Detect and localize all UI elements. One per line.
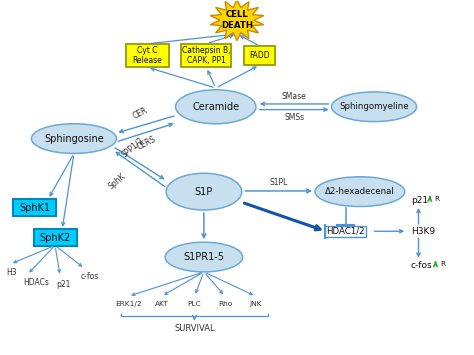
Text: Δ2-hexadecenal: Δ2-hexadecenal <box>325 187 395 196</box>
Text: SURVIVAL: SURVIVAL <box>174 324 215 333</box>
Text: CELL
DEATH: CELL DEATH <box>221 10 253 30</box>
Text: SPP1/2: SPP1/2 <box>119 135 145 159</box>
Ellipse shape <box>165 242 243 272</box>
Text: ERK1/2: ERK1/2 <box>115 301 142 307</box>
Text: H3K9: H3K9 <box>411 227 435 236</box>
FancyBboxPatch shape <box>244 46 275 65</box>
FancyBboxPatch shape <box>13 199 56 217</box>
Polygon shape <box>210 0 264 41</box>
Text: FADD: FADD <box>249 51 270 60</box>
Text: SMSs: SMSs <box>284 113 304 122</box>
Ellipse shape <box>315 177 405 207</box>
Text: SMase: SMase <box>282 92 307 101</box>
Ellipse shape <box>166 173 242 210</box>
Text: HDACs: HDACs <box>23 278 49 287</box>
Text: Cathepsin B,
CAPK, PP1: Cathepsin B, CAPK, PP1 <box>182 46 230 65</box>
Text: H3: H3 <box>6 268 17 277</box>
Text: c-fos: c-fos <box>411 261 433 271</box>
Text: p21: p21 <box>56 280 71 289</box>
Text: AKT: AKT <box>155 301 168 307</box>
Text: SphK: SphK <box>107 172 128 191</box>
FancyBboxPatch shape <box>181 44 231 67</box>
Text: S1PR1-5: S1PR1-5 <box>183 252 224 262</box>
Text: Cyt C
Release: Cyt C Release <box>132 46 162 65</box>
Text: c-fos: c-fos <box>81 272 99 281</box>
Ellipse shape <box>331 92 417 122</box>
Ellipse shape <box>31 124 117 153</box>
Text: PLC: PLC <box>188 301 201 307</box>
Ellipse shape <box>175 90 256 124</box>
Text: S1PL: S1PL <box>269 179 288 187</box>
Text: SphK1: SphK1 <box>19 203 50 213</box>
Text: S1P: S1P <box>195 187 213 197</box>
FancyBboxPatch shape <box>126 44 169 67</box>
Text: HDAC1/2: HDAC1/2 <box>327 227 365 236</box>
Text: SphK2: SphK2 <box>39 233 71 242</box>
Text: Rho: Rho <box>218 301 232 307</box>
Text: p21: p21 <box>411 196 428 205</box>
Text: CERS: CERS <box>135 134 157 152</box>
Text: R: R <box>435 196 439 202</box>
Text: Sphingomyeline: Sphingomyeline <box>339 102 409 111</box>
FancyBboxPatch shape <box>34 229 76 246</box>
Text: Sphingosine: Sphingosine <box>44 133 104 144</box>
Text: JNK: JNK <box>250 301 262 307</box>
Text: R: R <box>440 261 445 267</box>
Text: CER: CER <box>131 106 149 121</box>
Text: Ceramide: Ceramide <box>192 102 239 112</box>
